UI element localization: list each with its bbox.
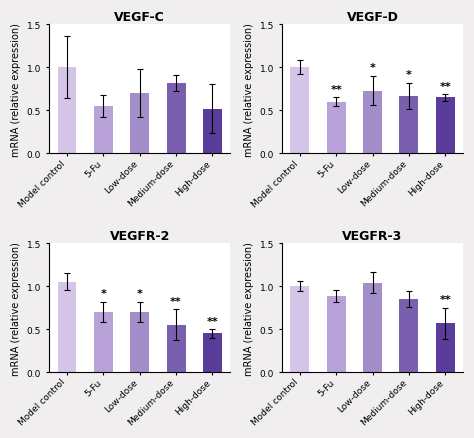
- Text: **: **: [330, 85, 342, 95]
- Text: **: **: [170, 296, 182, 306]
- Bar: [363, 91, 382, 154]
- Y-axis label: mRNA (relative expression): mRNA (relative expression): [244, 23, 254, 156]
- Y-axis label: mRNA (relative expression): mRNA (relative expression): [11, 241, 21, 374]
- Bar: [327, 102, 346, 154]
- Bar: [436, 323, 455, 372]
- Bar: [57, 282, 76, 372]
- Text: *: *: [137, 289, 143, 298]
- Bar: [130, 94, 149, 154]
- Bar: [400, 96, 419, 154]
- Bar: [166, 325, 185, 372]
- Bar: [94, 107, 113, 154]
- Text: *: *: [370, 64, 375, 73]
- Y-axis label: mRNA (relative expression): mRNA (relative expression): [244, 241, 254, 374]
- Title: VEGF-D: VEGF-D: [346, 11, 399, 24]
- Text: **: **: [439, 294, 451, 304]
- Title: VEGF-C: VEGF-C: [114, 11, 165, 24]
- Bar: [166, 84, 185, 154]
- Bar: [291, 68, 310, 154]
- Bar: [130, 312, 149, 372]
- Bar: [94, 312, 113, 372]
- Bar: [436, 98, 455, 154]
- Bar: [363, 283, 382, 372]
- Text: *: *: [100, 289, 106, 298]
- Bar: [57, 68, 76, 154]
- Bar: [327, 297, 346, 372]
- Title: VEGFR-2: VEGFR-2: [109, 230, 170, 242]
- Bar: [203, 110, 222, 154]
- Bar: [291, 286, 310, 372]
- Title: VEGFR-3: VEGFR-3: [342, 230, 403, 242]
- Y-axis label: mRNA (relative expression): mRNA (relative expression): [11, 23, 21, 156]
- Bar: [400, 299, 419, 372]
- Text: *: *: [406, 70, 412, 80]
- Text: **: **: [439, 81, 451, 91]
- Text: **: **: [207, 316, 218, 326]
- Bar: [203, 334, 222, 372]
